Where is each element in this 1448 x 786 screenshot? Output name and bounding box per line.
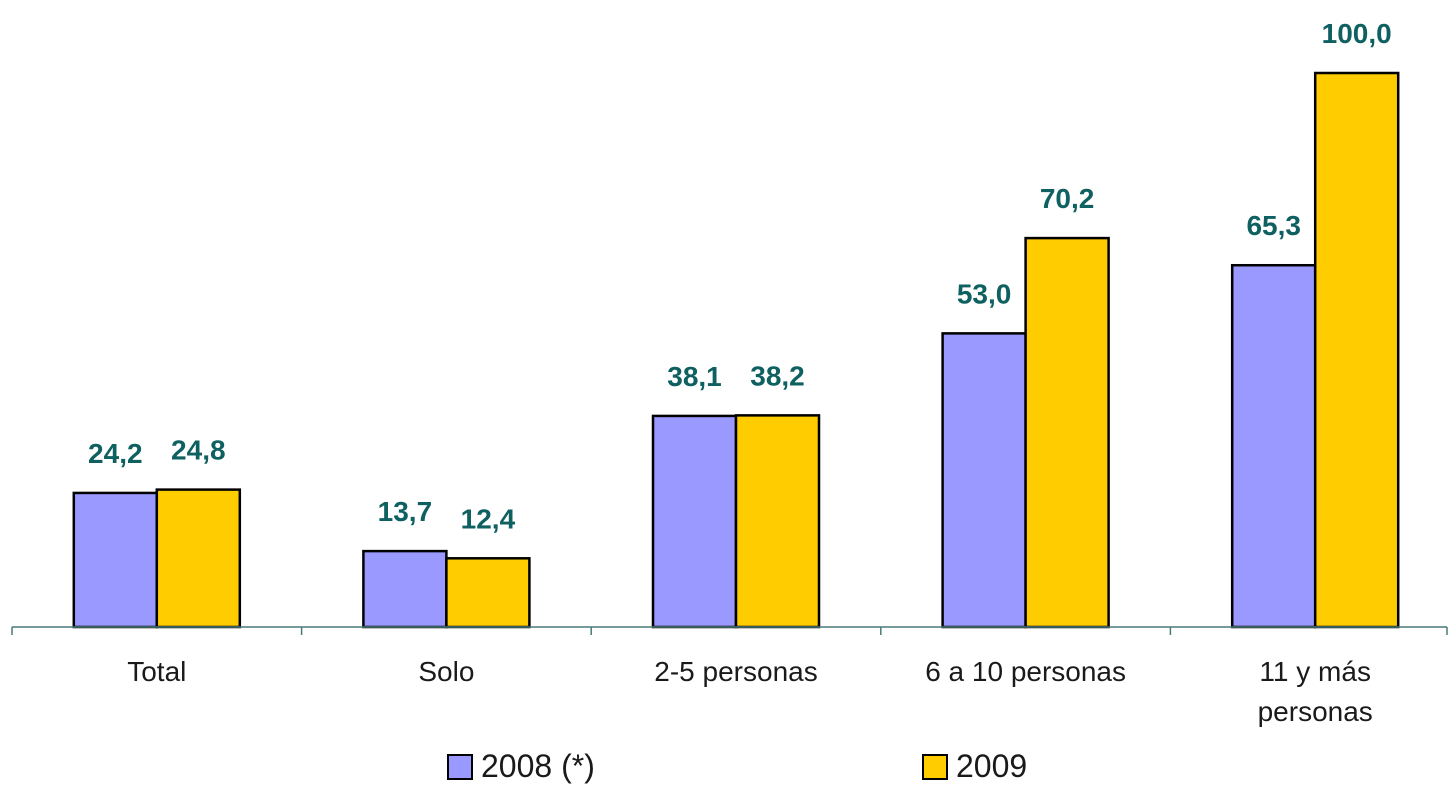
value-label: 24,2 (88, 438, 143, 469)
value-label: 12,4 (461, 503, 516, 534)
x-tick-label: 2-5 personas (654, 656, 818, 687)
bar (941, 332, 1027, 629)
bar (362, 549, 448, 629)
legend-entry: 2009 (922, 748, 1027, 785)
value-label: 38,1 (667, 361, 722, 392)
value-label: 100,0 (1322, 18, 1392, 49)
legend-swatch (922, 753, 948, 780)
value-label: 24,8 (171, 435, 226, 466)
legend-entry: 2008 (*) (447, 748, 595, 785)
bar (72, 491, 159, 629)
legend-label: 2009 (956, 748, 1028, 784)
value-label: 13,7 (378, 496, 433, 527)
value-label: 65,3 (1246, 210, 1301, 241)
bar (734, 414, 821, 629)
value-label: 38,2 (750, 360, 805, 391)
bar (1313, 71, 1400, 629)
bar (1230, 263, 1317, 629)
bar (155, 488, 242, 629)
x-tick-label: Solo (418, 656, 475, 687)
bar (1024, 236, 1110, 629)
x-tick-label: 6 a 10 personas (925, 656, 1126, 687)
legend-swatch (447, 753, 473, 780)
x-tick-label: Total (127, 656, 187, 687)
bar (445, 557, 531, 629)
bar (651, 414, 738, 629)
x-tick-label: 11 y más personas (1257, 656, 1373, 727)
legend-label: 2008 (*) (481, 748, 595, 784)
value-label: 70,2 (1040, 183, 1095, 214)
value-label: 53,0 (957, 278, 1012, 309)
